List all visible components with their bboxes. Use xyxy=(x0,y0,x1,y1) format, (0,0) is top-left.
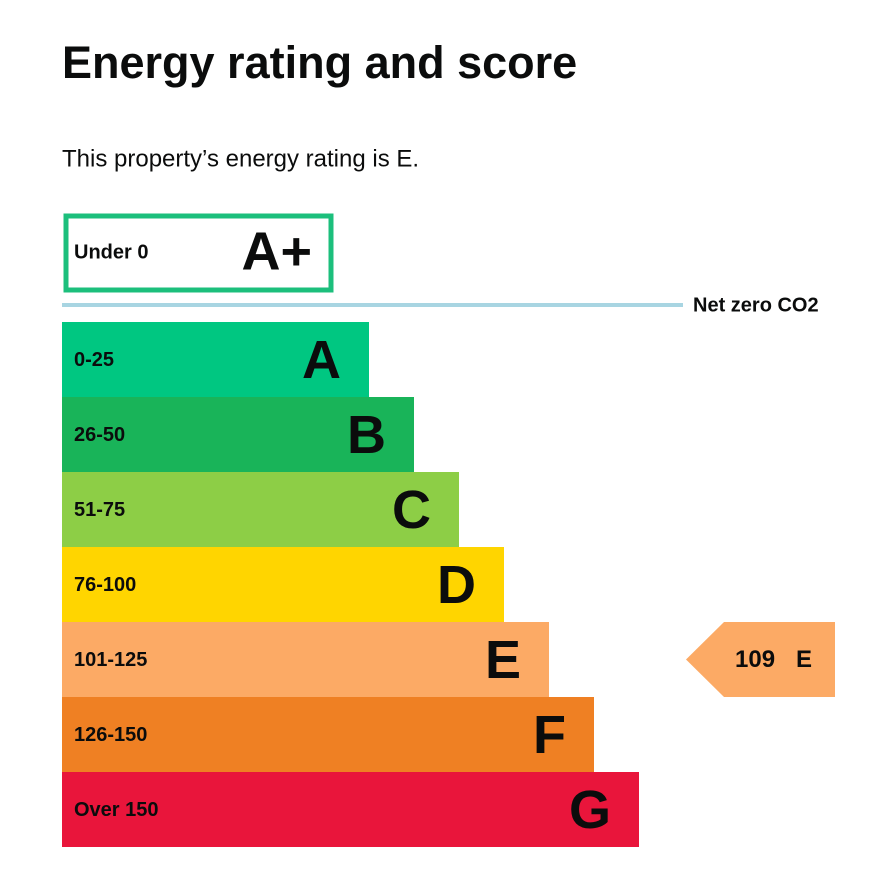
net-zero-letter: A+ xyxy=(241,221,312,281)
band-letter: E xyxy=(485,630,521,690)
band-range: 126-150 xyxy=(74,724,147,746)
current-rating-marker: 109 E xyxy=(686,622,835,697)
rating-band xyxy=(62,472,459,547)
band-range: 51-75 xyxy=(74,499,125,521)
marker-arrow xyxy=(686,622,835,697)
net-zero-range: Under 0 xyxy=(74,241,148,263)
rating-band xyxy=(62,772,639,847)
current-score: 109 xyxy=(735,646,775,673)
band-range: 101-125 xyxy=(74,649,147,671)
band-range: 76-100 xyxy=(74,574,136,596)
band-range: 0-25 xyxy=(74,349,114,371)
heading: Energy rating and score xyxy=(62,37,577,88)
rating-band xyxy=(62,322,369,397)
band-letter: A xyxy=(302,330,341,390)
intro-text: This property’s energy rating is E. xyxy=(62,145,419,172)
rating-band xyxy=(62,622,549,697)
band-range: Over 150 xyxy=(74,799,159,821)
rating-band xyxy=(62,547,504,622)
band-range: 26-50 xyxy=(74,424,125,446)
band-letter: D xyxy=(437,555,476,615)
rating-bands: 0-25 A 26-50 B 51-75 C 76-100 D 101-125 E 126-150 F… xyxy=(62,322,639,847)
band-letter: G xyxy=(569,780,611,840)
rating-band xyxy=(62,397,414,472)
band-letter: B xyxy=(347,405,386,465)
rating-band xyxy=(62,697,594,772)
current-letter: E xyxy=(796,646,812,673)
band-letter: F xyxy=(533,705,566,765)
band-letter: C xyxy=(392,480,431,540)
net-zero-label: Net zero CO2 xyxy=(693,294,819,316)
net-zero-band xyxy=(63,213,334,293)
